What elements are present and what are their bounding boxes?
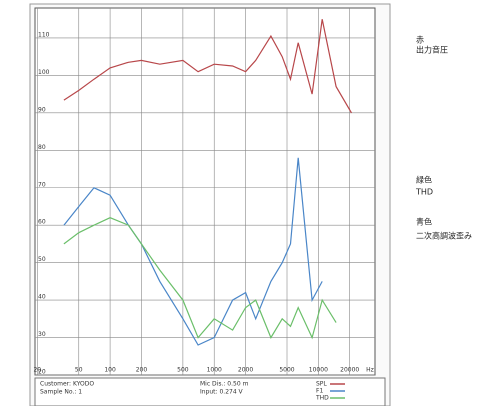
x-tick-label: 10000 (309, 367, 328, 374)
x-tick-label: 1000 (207, 367, 222, 374)
x-tick-label: 20000 (340, 367, 359, 374)
info-text: Mic Dis.: 0.50 m (200, 381, 249, 388)
y-tick-label: 110 (38, 31, 50, 38)
x-unit: Hz (366, 367, 374, 374)
x-tick-label: 100 (104, 367, 116, 374)
annotation: 緑色 (416, 175, 432, 185)
y-tick-label: 20 (38, 369, 46, 376)
y-tick-label: 50 (38, 256, 46, 263)
plot-area (34, 7, 376, 376)
y-tick-label: 60 (38, 219, 46, 226)
info-text: Input: 0.274 V (200, 389, 244, 396)
x-tick-label: 50 (75, 367, 83, 374)
y-tick-label: 90 (38, 106, 46, 113)
annotation: 出力音圧 (416, 45, 448, 55)
info-text: Customer: KYODO (40, 381, 94, 388)
x-tick-label: 500 (177, 367, 189, 374)
annotation: THD (415, 188, 433, 197)
legend-label: THD (315, 395, 329, 402)
y-tick-label: 100 (38, 69, 50, 76)
series-line (63, 157, 323, 346)
x-tick-label: 5000 (279, 367, 294, 374)
y-tick-label: 40 (38, 294, 46, 301)
annotation: 二次高調波歪み (416, 231, 472, 241)
legend-label: SPL (316, 381, 327, 388)
x-tick-label: 2000 (238, 367, 253, 374)
annotation: 赤 (416, 36, 424, 45)
info-text: Sample No.: 1 (40, 389, 82, 396)
x-tick-label: 20 (33, 367, 41, 374)
series-line (63, 217, 337, 340)
y-tick-label: 80 (38, 144, 46, 151)
y-tick-label: 30 (38, 331, 46, 338)
legend-label: F1 (316, 388, 323, 395)
annotation: 青色 (416, 217, 432, 227)
info-panel (34, 377, 386, 406)
series-line (63, 19, 353, 114)
x-tick-label: 200 (136, 367, 148, 374)
y-tick-label: 70 (38, 181, 46, 188)
